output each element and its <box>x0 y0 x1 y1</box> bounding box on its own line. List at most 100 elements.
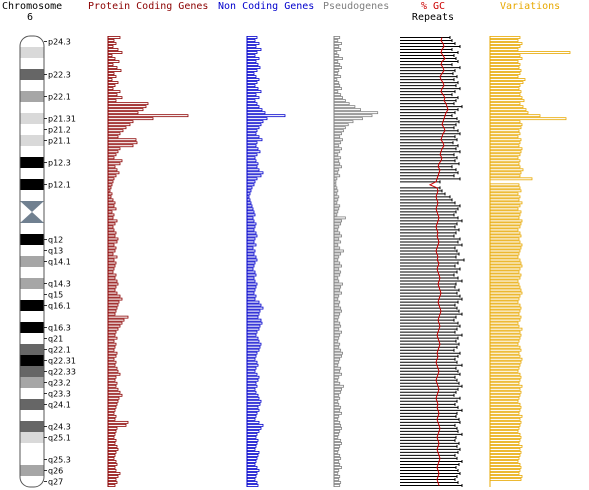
pseudogene-bar[interactable] <box>333 75 342 78</box>
pseudogene-bar[interactable] <box>333 384 344 388</box>
protein-coding-bar[interactable] <box>107 114 189 118</box>
non-coding-bar[interactable] <box>246 408 260 412</box>
pseudogene-bar[interactable] <box>333 36 341 39</box>
non-coding-bar[interactable] <box>246 42 260 45</box>
non-coding-bar[interactable] <box>246 318 262 322</box>
variation-bar[interactable] <box>489 454 521 457</box>
variation-bar[interactable] <box>489 366 520 370</box>
pseudogene-bar[interactable] <box>333 300 341 304</box>
protein-coding-bar[interactable] <box>107 162 121 166</box>
non-coding-bar[interactable] <box>246 312 260 316</box>
protein-coding-bar[interactable] <box>107 285 117 289</box>
pseudogene-bar[interactable] <box>333 369 341 373</box>
pseudogene-bar[interactable] <box>333 114 373 118</box>
protein-coding-bar[interactable] <box>107 384 117 388</box>
protein-coding-bar[interactable] <box>107 234 116 238</box>
chromosome-band[interactable] <box>20 366 44 378</box>
variation-bar[interactable] <box>489 466 522 469</box>
protein-coding-bar[interactable] <box>107 51 123 54</box>
protein-coding-bar[interactable] <box>107 84 116 88</box>
protein-coding-bar[interactable] <box>107 417 116 421</box>
pseudogene-bar[interactable] <box>333 472 339 475</box>
non-coding-bar[interactable] <box>246 201 252 205</box>
pseudogene-bar[interactable] <box>333 195 340 199</box>
protein-coding-bar[interactable] <box>107 475 119 478</box>
non-coding-bar[interactable] <box>246 39 256 42</box>
variation-bar[interactable] <box>489 276 521 280</box>
protein-coding-bar[interactable] <box>107 252 114 256</box>
non-coding-bar[interactable] <box>246 378 259 382</box>
variation-bar[interactable] <box>489 426 520 430</box>
chromosome-band[interactable] <box>20 333 44 345</box>
non-coding-bar[interactable] <box>246 48 262 51</box>
chromosome-band[interactable] <box>20 355 44 367</box>
non-coding-bar[interactable] <box>246 432 258 436</box>
chromosome-band[interactable] <box>20 421 44 433</box>
non-coding-bar[interactable] <box>246 231 257 235</box>
protein-coding-bar[interactable] <box>107 309 117 313</box>
pseudogene-bar[interactable] <box>333 138 343 142</box>
pseudogene-bar[interactable] <box>333 39 339 42</box>
variation-bar[interactable] <box>489 423 521 427</box>
non-coding-bar[interactable] <box>246 270 256 274</box>
non-coding-bar[interactable] <box>246 342 262 346</box>
variation-bar[interactable] <box>489 216 520 220</box>
pseudogene-bar[interactable] <box>333 282 343 286</box>
non-coding-bar[interactable] <box>246 454 259 457</box>
non-coding-bar[interactable] <box>246 366 257 370</box>
protein-coding-bar[interactable] <box>107 204 115 208</box>
gc-track[interactable] <box>428 37 449 486</box>
protein-coding-bar[interactable] <box>107 63 114 66</box>
chromosome-band[interactable] <box>20 80 44 92</box>
protein-coding-bar[interactable] <box>107 414 117 418</box>
pseudogene-bar[interactable] <box>333 228 339 232</box>
pseudogene-bar[interactable] <box>333 213 338 217</box>
variation-bar[interactable] <box>489 297 520 301</box>
pseudogene-bar[interactable] <box>333 129 344 133</box>
non-coding-bar[interactable] <box>246 159 257 163</box>
pseudogene-bar[interactable] <box>333 396 341 400</box>
non-coding-bar[interactable] <box>246 57 260 60</box>
pseudogene-bar[interactable] <box>333 123 349 127</box>
variations-header[interactable]: Variations <box>500 1 561 12</box>
protein-coding-bar[interactable] <box>107 345 116 349</box>
variation-bar[interactable] <box>489 315 522 319</box>
protein-coding-bar[interactable] <box>107 102 149 106</box>
pseudogene-bar[interactable] <box>333 108 362 112</box>
pseudogene-bar[interactable] <box>333 448 340 451</box>
pseudogene-bar[interactable] <box>333 318 339 322</box>
variation-bar[interactable] <box>489 303 521 307</box>
non-coding-bar[interactable] <box>246 252 255 256</box>
protein-coding-bar[interactable] <box>107 408 116 412</box>
pseudogene-bar[interactable] <box>333 481 342 484</box>
pseudogene-bar[interactable] <box>333 435 339 439</box>
non-coding-bar[interactable] <box>246 258 258 262</box>
protein-coding-bar[interactable] <box>107 273 117 277</box>
variation-bar[interactable] <box>489 153 521 157</box>
non-coding-bar[interactable] <box>246 219 255 223</box>
variation-bar[interactable] <box>489 420 522 424</box>
chromosome-band[interactable] <box>20 465 44 477</box>
non-coding-bar[interactable] <box>246 132 257 136</box>
pseudogene-bar[interactable] <box>333 484 341 487</box>
non-coding-bar[interactable] <box>246 189 252 193</box>
variation-bar[interactable] <box>489 321 519 325</box>
protein-coding-bar[interactable] <box>107 129 124 133</box>
variation-bar[interactable] <box>489 111 529 115</box>
non-coding-bar[interactable] <box>246 330 258 334</box>
protein-coding-bar[interactable] <box>107 159 123 163</box>
pseudogene-bar[interactable] <box>333 405 342 409</box>
protein-coding-bar[interactable] <box>107 243 115 247</box>
protein-coding-bar[interactable] <box>107 177 115 181</box>
protein-coding-bar[interactable] <box>107 327 119 331</box>
chromosome-band[interactable] <box>20 399 44 411</box>
chromosome-band[interactable] <box>20 47 44 59</box>
non-coding-bar[interactable] <box>246 225 256 229</box>
non-coding-bar[interactable] <box>246 288 256 292</box>
protein-coding-bar[interactable] <box>107 195 112 199</box>
variation-bar[interactable] <box>489 393 521 397</box>
protein-coding-bar[interactable] <box>107 39 115 42</box>
variation-bar[interactable] <box>489 414 523 418</box>
pseudogene-bar[interactable] <box>333 219 342 223</box>
non-coding-bar[interactable] <box>246 381 257 385</box>
